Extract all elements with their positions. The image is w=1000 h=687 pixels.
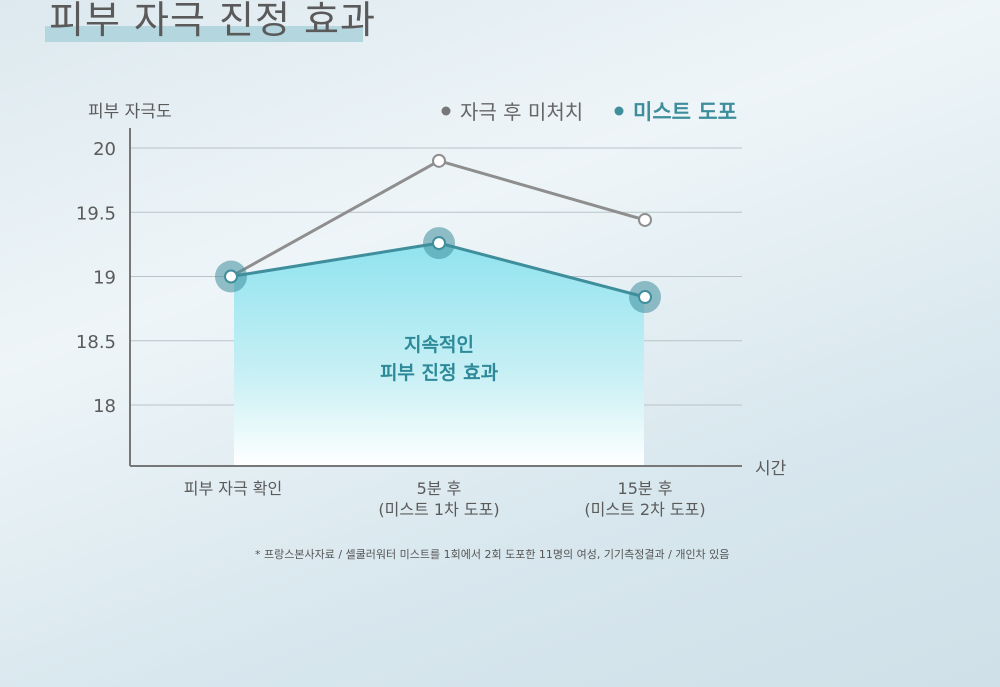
- untreated-point: [638, 212, 652, 227]
- legend-marker-mist: [614, 106, 624, 116]
- mist-point: [224, 269, 238, 284]
- legend: 자극 후 미처치 미스트 도포: [441, 100, 737, 124]
- y-tick-label: 20: [93, 139, 116, 160]
- untreated-point: [432, 153, 446, 168]
- page-title: 피부 자극 진정 효과: [49, 0, 376, 42]
- x-tick-sublabel: (미스트 2차 도포): [584, 500, 705, 519]
- annotation-line-1: 지속적인: [404, 334, 474, 356]
- legend-marker-untreated: [441, 106, 451, 116]
- mist-point: [638, 290, 652, 305]
- y-tick-label: 18.5: [76, 332, 116, 353]
- y-axis-label: 피부 자극도: [88, 102, 172, 122]
- x-tick-labels: 피부 자극 확인 5분 후 (미스트 1차 도포) 15분 후 (미스트 2차 도포): [184, 479, 706, 519]
- axes: [129, 128, 742, 467]
- series-lines: [215, 153, 661, 314]
- teal-series-area: [234, 243, 644, 466]
- y-tick-label: 18: [93, 396, 116, 417]
- x-axis-label: 시간: [755, 459, 787, 479]
- footnote: * 프랑스본사자료 / 셀쿨러워터 미스트를 1회에서 2회 도포한 11명의 …: [255, 548, 730, 561]
- x-tick-label: 피부 자극 확인: [184, 479, 283, 498]
- legend-label-untreated: 자극 후 미처치: [460, 100, 583, 124]
- y-tick-label: 19.5: [76, 203, 116, 224]
- y-tick-labels: 20 19.5 19 18.5 18: [76, 139, 116, 417]
- x-tick-label: 15분 후: [618, 479, 673, 498]
- x-tick-sublabel: (미스트 1차 도포): [378, 500, 499, 519]
- legend-label-mist: 미스트 도포: [633, 100, 737, 124]
- mist-point: [432, 236, 446, 251]
- y-tick-label: 19: [93, 268, 116, 289]
- title-highlight: [45, 26, 363, 42]
- x-tick-label: 5분 후: [417, 479, 462, 498]
- annotation-line-2: 피부 진정 효과: [380, 362, 499, 384]
